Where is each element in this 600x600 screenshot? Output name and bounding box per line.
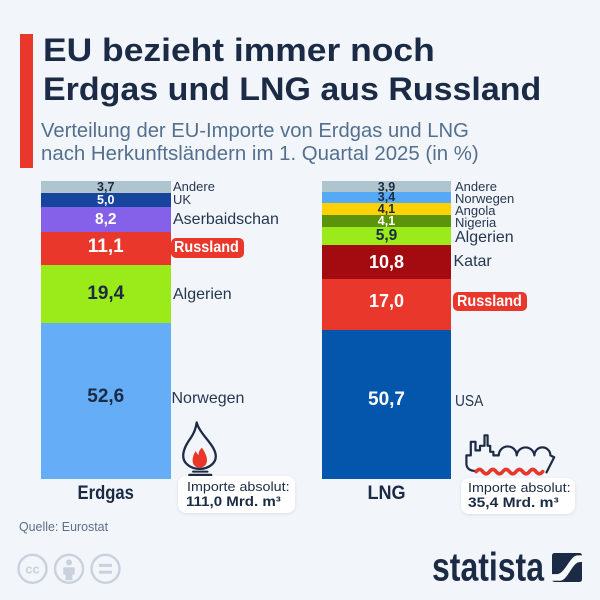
svg-text:statista: statista <box>432 546 545 588</box>
svg-text:cc: cc <box>25 562 39 577</box>
